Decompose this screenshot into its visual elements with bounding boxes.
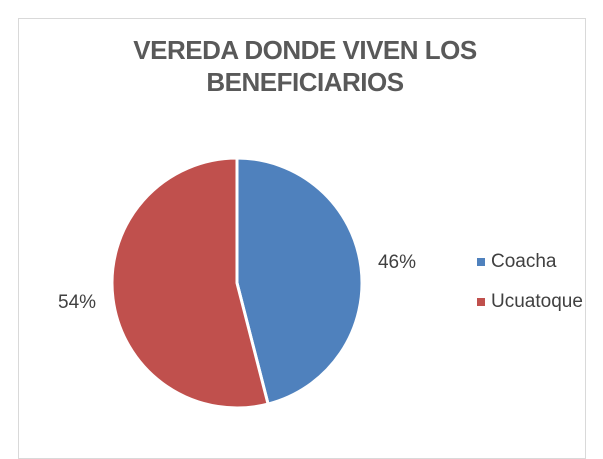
chart-title: VEREDA DONDE VIVEN LOS BENEFICIARIOS [133, 35, 477, 97]
legend-label: Coacha [491, 251, 557, 272]
data-label: 46% [378, 252, 416, 273]
data-label: 54% [58, 292, 96, 313]
legend-label: Ucuatoque [491, 291, 583, 312]
pie-slice [235, 156, 364, 406]
pie-slice [110, 156, 270, 410]
legend-swatch [477, 258, 485, 266]
legend-swatch [477, 298, 485, 306]
